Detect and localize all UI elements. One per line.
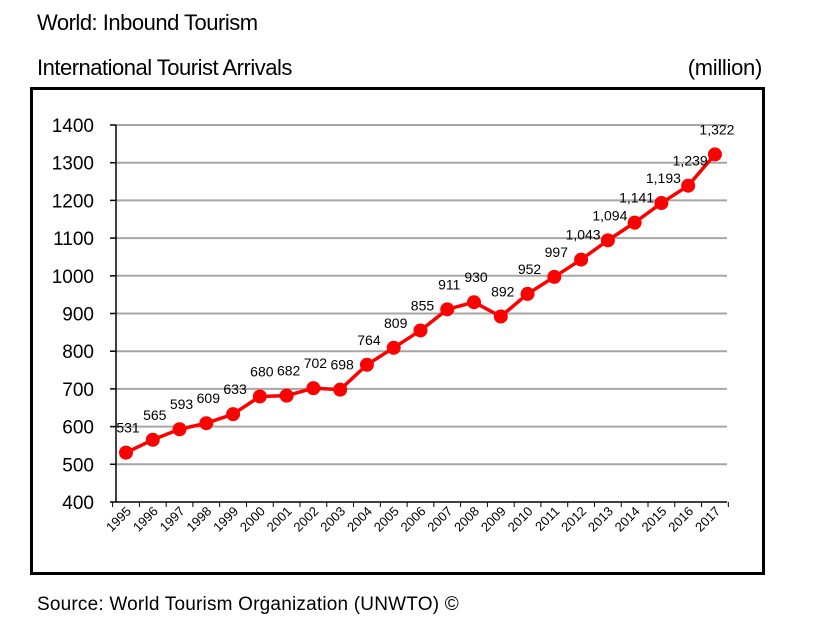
data-point <box>493 309 508 324</box>
data-label: 682 <box>277 363 301 379</box>
data-label: 633 <box>223 381 247 397</box>
chart-subtitle: International Tourist Arrivals <box>37 55 292 80</box>
data-label: 892 <box>491 284 515 300</box>
x-tick-label: 2003 <box>317 504 348 535</box>
x-tick-label: 2002 <box>290 504 321 535</box>
data-point <box>279 388 294 403</box>
x-tick-label: 2016 <box>665 504 696 535</box>
y-tick-label: 900 <box>62 305 94 326</box>
x-tick-label: 1999 <box>210 504 241 535</box>
y-tick-label: 1400 <box>52 116 94 137</box>
data-label: 1,094 <box>592 207 627 223</box>
x-tick-label: 2001 <box>264 504 295 535</box>
data-label: 997 <box>545 244 569 260</box>
data-label: 1,141 <box>619 190 654 206</box>
x-tick-label: 2012 <box>558 504 589 535</box>
y-tick-label: 1000 <box>52 267 94 288</box>
data-point <box>199 416 214 431</box>
data-point <box>306 381 321 396</box>
data-label: 809 <box>384 315 408 331</box>
x-tick-label: 2000 <box>237 504 268 535</box>
y-tick-label: 1200 <box>52 191 94 212</box>
y-tick-label: 700 <box>62 380 94 401</box>
x-tick-label: 2013 <box>585 504 616 535</box>
data-point <box>654 196 669 211</box>
data-point <box>627 215 642 230</box>
data-point <box>681 178 696 193</box>
y-tick-label: 1300 <box>52 154 94 175</box>
y-tick-label: 400 <box>62 493 94 514</box>
data-label: 698 <box>330 357 354 373</box>
y-tick-label: 500 <box>62 455 94 476</box>
data-label: 952 <box>518 261 542 277</box>
source-note: Source: World Tourism Organization (UNWT… <box>37 594 459 615</box>
x-tick-label: 1997 <box>157 504 188 535</box>
data-point <box>359 357 374 372</box>
data-label: 1,239 <box>673 153 708 169</box>
data-label: 565 <box>143 407 167 423</box>
data-label: 1,322 <box>699 121 734 137</box>
data-label: 911 <box>438 276 461 292</box>
data-label: 1,043 <box>566 227 601 243</box>
data-point <box>440 302 455 317</box>
data-point <box>520 286 535 301</box>
data-label: 764 <box>357 332 381 348</box>
data-point <box>413 323 428 338</box>
data-label: 680 <box>250 363 274 379</box>
y-tick-label: 600 <box>62 418 94 439</box>
unit-label: (million) <box>687 55 763 80</box>
y-tick-label: 800 <box>62 342 94 363</box>
data-point <box>707 147 722 162</box>
chart-title: World: Inbound Tourism <box>37 10 258 35</box>
x-tick-label: 1998 <box>183 504 214 535</box>
data-label: 593 <box>170 396 194 412</box>
chart-frame <box>30 87 765 575</box>
x-tick-label: 2007 <box>424 504 455 535</box>
data-point <box>547 269 562 284</box>
data-label: 609 <box>197 390 221 406</box>
data-point <box>574 252 589 267</box>
x-tick-label: 1996 <box>130 504 161 535</box>
data-point <box>467 295 482 310</box>
data-label: 531 <box>116 420 140 436</box>
x-tick-label: 2015 <box>638 504 669 535</box>
data-point <box>386 340 401 355</box>
x-tick-label: 2014 <box>612 504 643 535</box>
data-label: 702 <box>304 355 328 371</box>
data-point <box>172 422 187 437</box>
x-tick-label: 2010 <box>505 504 536 535</box>
x-tick-label: 2017 <box>692 504 723 535</box>
data-point <box>600 233 615 248</box>
data-point <box>252 389 267 404</box>
x-tick-label: 2005 <box>371 504 402 535</box>
data-point <box>333 382 348 397</box>
x-tick-label: 2009 <box>478 504 509 535</box>
data-point <box>226 407 241 422</box>
data-label: 855 <box>411 297 435 313</box>
y-tick-label: 1100 <box>53 229 94 250</box>
x-tick-label: 2006 <box>398 504 429 535</box>
data-label: 930 <box>464 269 488 285</box>
data-label: 1,193 <box>646 170 681 186</box>
data-point <box>145 432 160 447</box>
x-tick-label: 2004 <box>344 504 375 535</box>
data-point <box>119 445 133 460</box>
x-tick-label: 2008 <box>451 504 482 535</box>
x-tick-label: 1995 <box>103 504 134 535</box>
x-tick-label: 2011 <box>532 504 562 534</box>
